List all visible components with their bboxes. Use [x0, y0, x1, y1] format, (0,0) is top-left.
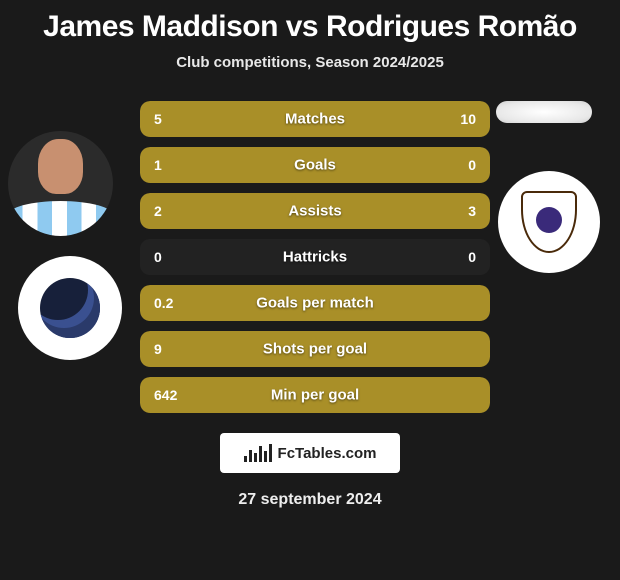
stat-label: Goals per match: [140, 295, 490, 312]
club-ball-icon: [40, 278, 100, 338]
stat-row: 0.2Goals per match: [140, 285, 490, 321]
stat-row: 00Hattricks: [140, 239, 490, 275]
comparison-subtitle: Club competitions, Season 2024/2025: [0, 54, 620, 71]
player-right-club-badge: [498, 171, 600, 273]
stat-bars: 510Matches 10Goals 23Assists 00Hattricks 0.2…: [140, 101, 490, 413]
player-left-club-badge: [18, 256, 122, 360]
stat-row: 9Shots per goal: [140, 331, 490, 367]
comparison-body: 510Matches 10Goals 23Assists 00Hattricks 0.2…: [0, 101, 620, 413]
stat-label: Assists: [140, 203, 490, 220]
bars-chart-icon: [244, 444, 272, 462]
footer-brand-text: FcTables.com: [278, 445, 377, 462]
stat-row: 642Min per goal: [140, 377, 490, 413]
stat-label: Shots per goal: [140, 341, 490, 358]
stat-label: Goals: [140, 157, 490, 174]
comparison-title: James Maddison vs Rodrigues Romão: [0, 0, 620, 44]
stat-label: Hattricks: [140, 249, 490, 266]
stat-label: Min per goal: [140, 387, 490, 404]
player-right-avatar: [496, 101, 592, 123]
club-shield-icon: [521, 191, 577, 253]
stat-label: Matches: [140, 111, 490, 128]
stat-row: 23Assists: [140, 193, 490, 229]
footer-brand-badge: FcTables.com: [220, 433, 400, 473]
stat-row: 10Goals: [140, 147, 490, 183]
stat-row: 510Matches: [140, 101, 490, 137]
avatar-jersey: [8, 201, 113, 236]
snapshot-date: 27 september 2024: [0, 491, 620, 509]
avatar-head: [38, 139, 83, 194]
player-left-avatar: [8, 131, 113, 236]
